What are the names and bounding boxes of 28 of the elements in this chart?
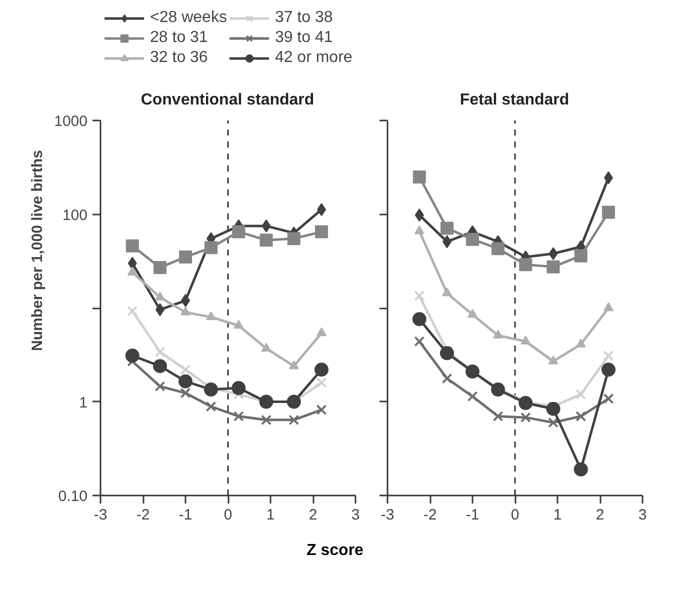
x-tick-label: 2 xyxy=(596,506,604,524)
legend-label: 28 to 31 xyxy=(150,29,208,47)
y-axis-title: Number per 1,000 live births xyxy=(29,150,46,351)
y-tick-label: 1000 xyxy=(54,113,88,130)
y-tick-label: 1 xyxy=(79,394,88,412)
legend-label: 42 or more xyxy=(274,49,352,67)
x-tick-label: 3 xyxy=(638,506,647,524)
chart-title: Fetal standard xyxy=(460,92,570,108)
x-tick-label: -1 xyxy=(466,506,480,524)
legend-label: 39 to 41 xyxy=(274,29,333,47)
y-tick-label: 100 xyxy=(62,206,88,224)
x-tick-label: -2 xyxy=(423,506,437,524)
x-tick-label: -2 xyxy=(136,506,150,524)
x-tick-label: -3 xyxy=(94,506,108,524)
x-tick-label: 0 xyxy=(510,506,520,524)
y-tick-label: 0.10 xyxy=(58,488,88,505)
x-tick-label: 3 xyxy=(351,506,360,524)
x-tick-label: 1 xyxy=(553,506,562,524)
x-tick-label: 0 xyxy=(224,506,232,524)
x-tick-label: 1 xyxy=(266,506,275,524)
x-tick-label: -1 xyxy=(178,506,192,524)
x-tick-label: -3 xyxy=(380,506,394,524)
legend-label: 37 to 38 xyxy=(274,9,333,27)
chart-title: Conventional standard xyxy=(140,92,314,108)
x-axis-title: Z score xyxy=(306,541,364,561)
x-tick-label: 2 xyxy=(308,506,318,524)
legend-label: <28 weeks xyxy=(150,9,227,27)
legend-label: 32 to 36 xyxy=(150,49,208,67)
